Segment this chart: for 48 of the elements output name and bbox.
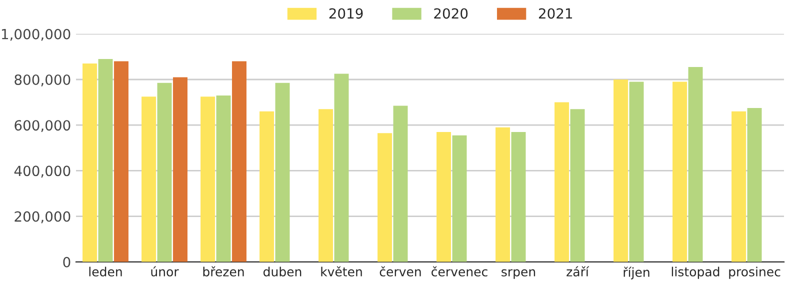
bar <box>98 58 113 262</box>
bar <box>732 111 746 262</box>
bar <box>378 133 392 262</box>
bar <box>157 82 172 262</box>
bar <box>672 82 688 262</box>
x-tick-label: září <box>566 266 590 276</box>
bar <box>570 109 585 262</box>
bar <box>318 109 334 262</box>
y-tick-label: 1,000,000 <box>2 28 70 41</box>
bar <box>436 132 452 262</box>
y-tick-label: 200,000 <box>14 211 70 224</box>
legend-label: 2021 <box>538 8 572 19</box>
bar <box>82 64 98 262</box>
x-tick-label: srpen <box>502 269 536 279</box>
x-tick-label: červenec <box>432 266 488 276</box>
bar <box>511 132 526 262</box>
x-tick-label: listopad <box>672 266 720 279</box>
x-tick-label: květen <box>321 266 362 276</box>
x-tick-label: prosinec <box>729 266 780 279</box>
bar <box>393 106 408 262</box>
bar <box>260 111 274 262</box>
y-tick-label: 400,000 <box>14 166 70 178</box>
bar <box>216 95 231 262</box>
bar <box>142 96 156 262</box>
bar <box>275 82 290 262</box>
y-tick-label: 800,000 <box>14 74 70 86</box>
x-tick-label: březen <box>203 266 244 276</box>
x-tick-label: říjen <box>624 266 650 280</box>
bar <box>614 80 628 262</box>
bar <box>232 61 246 262</box>
bar <box>172 77 188 262</box>
bar <box>496 127 510 262</box>
bar <box>200 96 216 262</box>
bar <box>747 108 762 262</box>
legend-label: 2019 <box>329 8 363 19</box>
bar <box>114 61 128 262</box>
x-tick-label: červen <box>380 266 421 276</box>
y-tick-label: 600,000 <box>14 120 70 132</box>
x-tick-label: duben <box>263 266 302 276</box>
bar <box>554 102 570 262</box>
bar <box>452 135 467 262</box>
x-tick-label: únor <box>151 266 179 276</box>
legend-label: 2020 <box>434 8 468 19</box>
y-tick-label: 0 <box>63 256 70 268</box>
bar <box>629 82 644 262</box>
x-tick-label: leden <box>89 266 122 276</box>
bar <box>688 66 703 262</box>
bar <box>334 74 349 262</box>
